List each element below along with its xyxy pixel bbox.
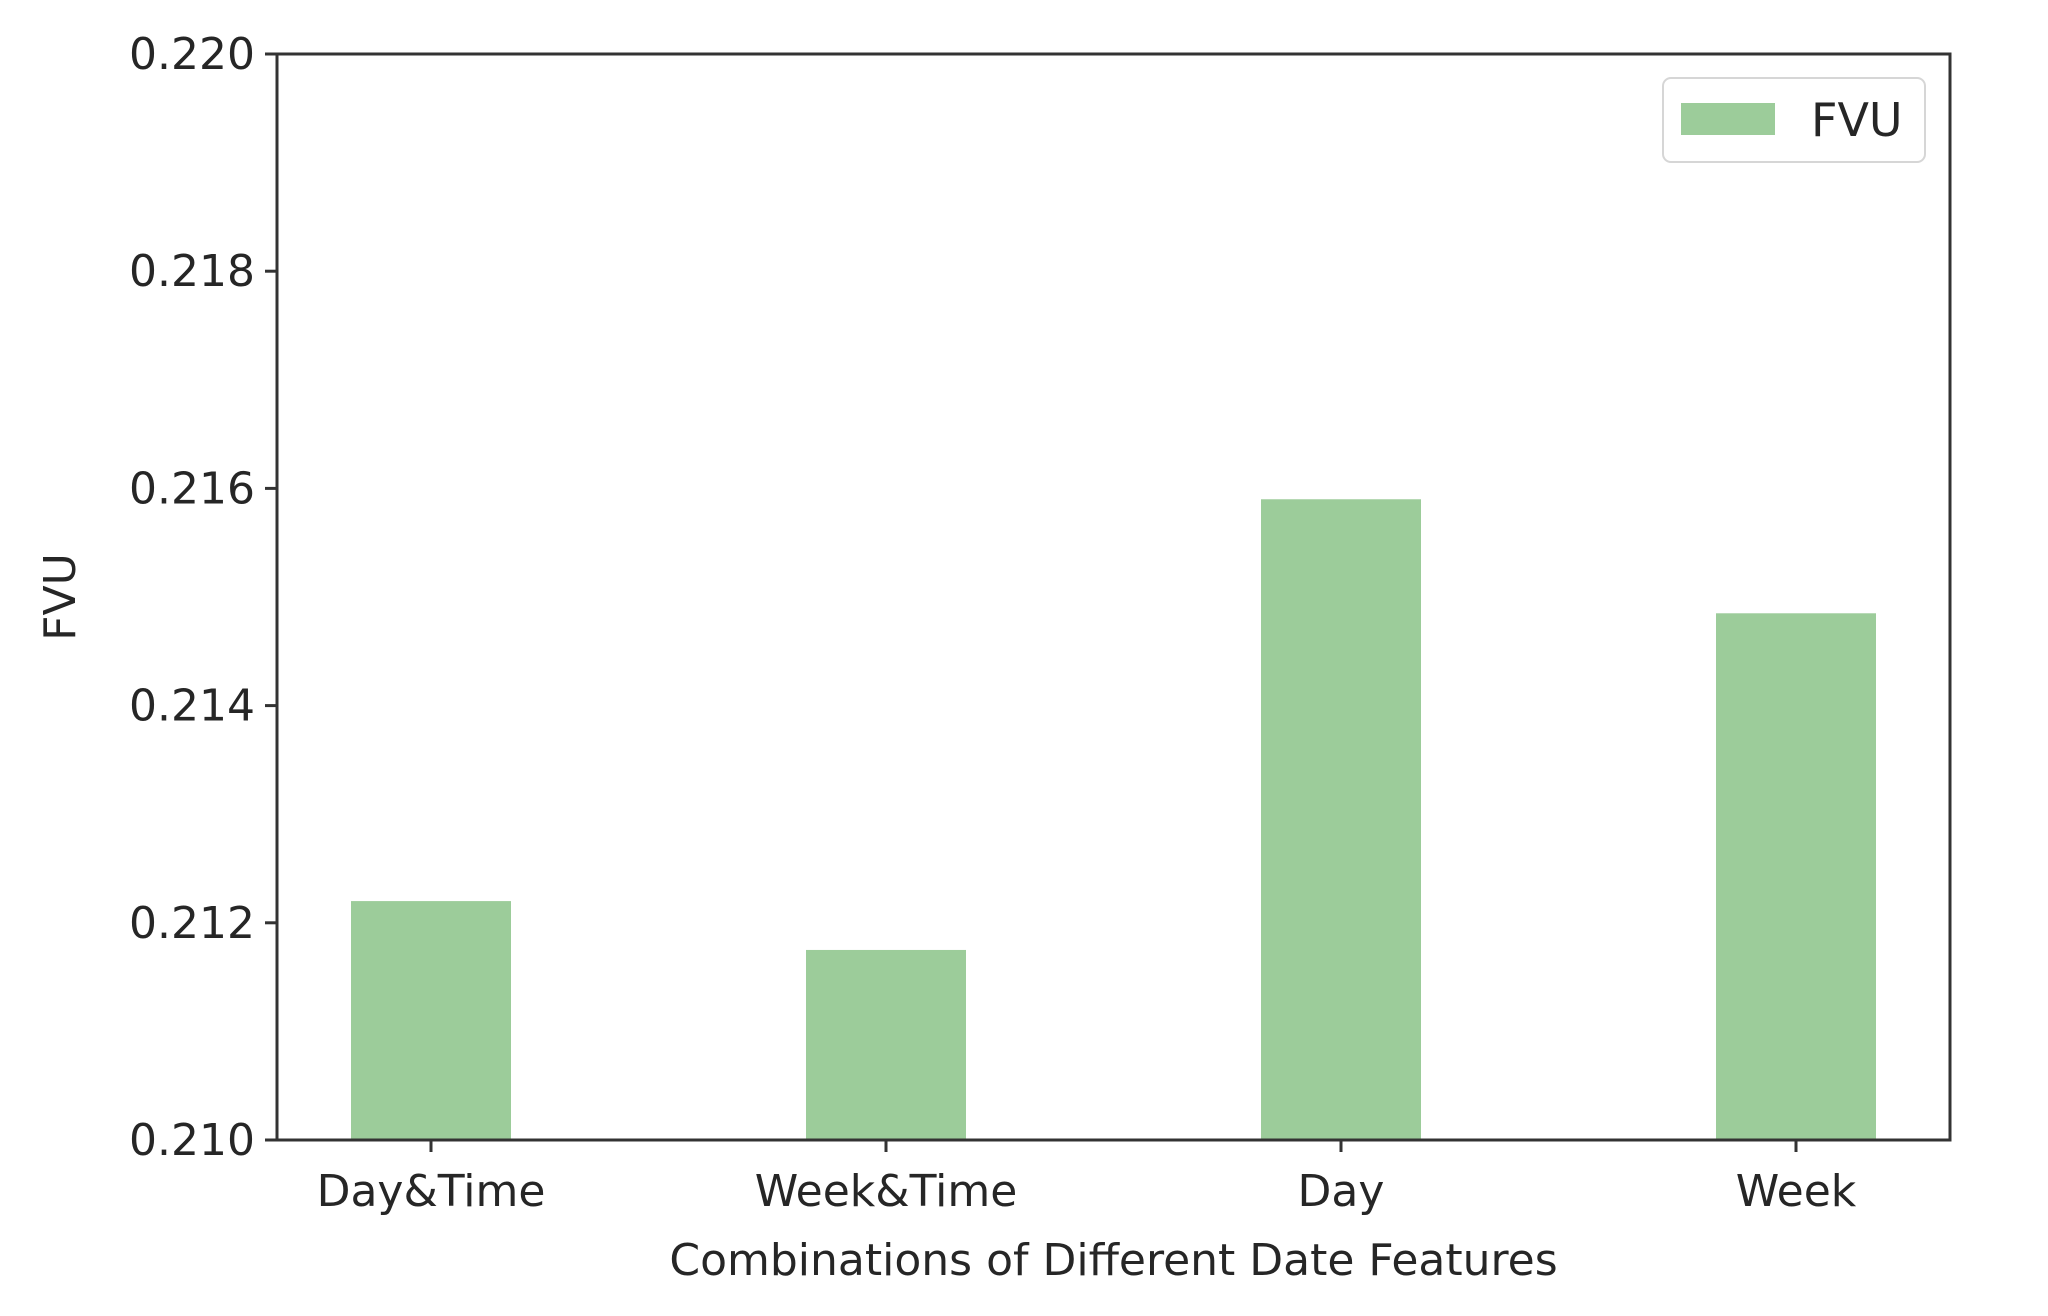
bar-week-time (806, 949, 966, 1140)
x-tick-label: Week (1736, 1166, 1857, 1217)
x-axis-ticks: Day&Time Week&Time Day Week (317, 1140, 1857, 1217)
legend: FVU (1662, 77, 1926, 163)
bar-day-time (351, 901, 511, 1140)
legend-box (1662, 77, 1926, 163)
legend-label-fvu: FVU (1811, 93, 1903, 147)
y-tick-label: 0.214 (129, 681, 255, 732)
y-tick-label: 0.220 (129, 29, 255, 80)
y-axis-ticks: 0.210 0.212 0.214 0.216 0.218 0.220 (129, 29, 277, 1166)
legend-swatch-fvu (1681, 103, 1775, 135)
y-tick-label: 0.210 (129, 1115, 255, 1166)
y-tick-label: 0.212 (129, 898, 255, 949)
plot-area-frame (275, 52, 1952, 1142)
x-tick-label: Day (1298, 1166, 1385, 1217)
x-tick-label: Week&Time (755, 1166, 1018, 1217)
x-tick-label: Day&Time (317, 1166, 546, 1217)
bar-day (1261, 499, 1421, 1140)
bars (351, 499, 1876, 1140)
bar-week (1716, 613, 1876, 1140)
x-axis-title: Combinations of Different Date Features (669, 1235, 1557, 1286)
y-tick-label: 0.216 (129, 463, 255, 514)
y-tick-label: 0.218 (129, 246, 255, 297)
y-axis-title: FVU (35, 553, 86, 641)
